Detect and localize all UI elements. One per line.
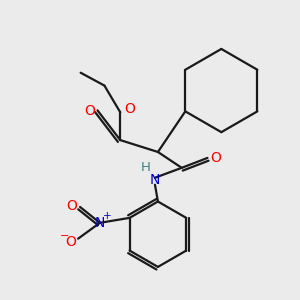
Text: −: −	[59, 231, 69, 241]
Text: O: O	[84, 104, 95, 118]
Text: O: O	[210, 151, 221, 165]
Text: N: N	[95, 216, 105, 230]
Text: N: N	[150, 173, 160, 187]
Text: H: H	[141, 161, 151, 174]
Text: O: O	[66, 235, 76, 249]
Text: +: +	[103, 211, 111, 221]
Text: O: O	[67, 199, 78, 213]
Text: O: O	[124, 102, 135, 116]
